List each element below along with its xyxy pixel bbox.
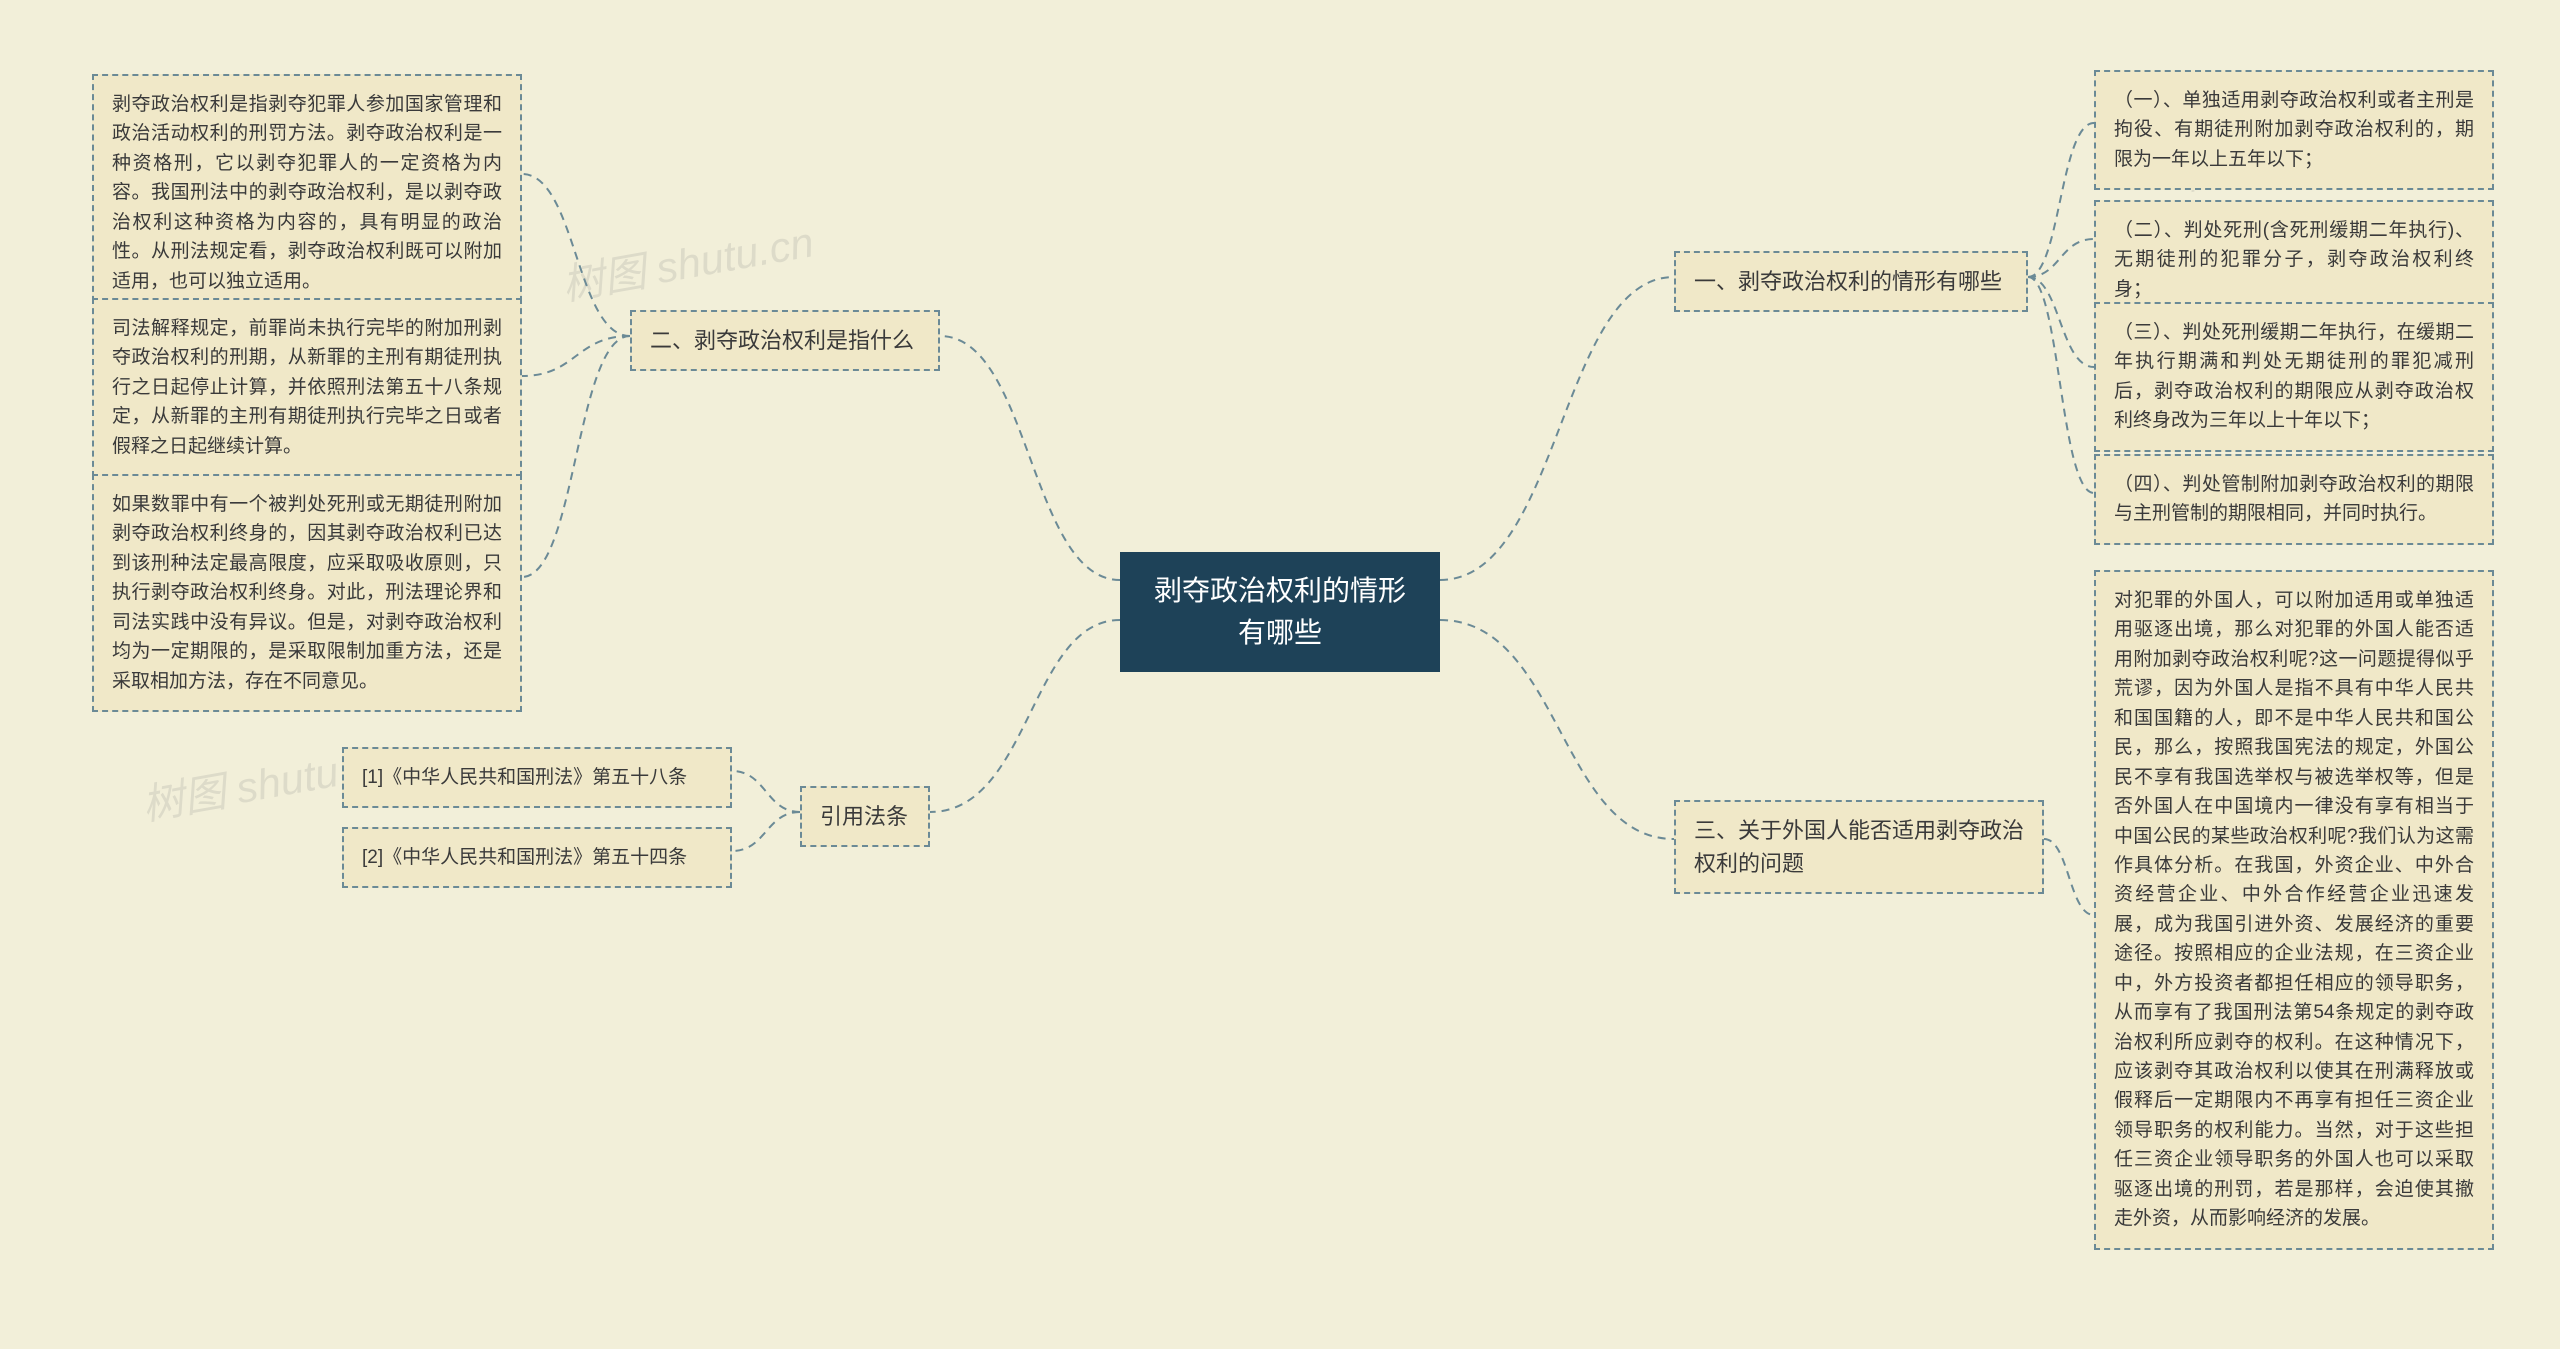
leaf-node: [2]《中华人民共和国刑法》第五十四条 [342, 827, 732, 888]
leaf-text: 如果数罪中有一个被判处死刑或无期徒刑附加剥夺政治权利终身的，因其剥夺政治权利已达… [112, 494, 502, 692]
leaf-text: 司法解释规定，前罪尚未执行完毕的附加刑剥夺政治权利的刑期，从新罪的主刑有期徒刑执… [112, 318, 502, 457]
leaf-text: （一）、单独适用剥夺政治权利或者主刑是拘役、有期徒刑附加剥夺政治权利的，期限为一… [2114, 90, 2474, 170]
branch-label: 引用法条 [820, 804, 908, 829]
leaf-node: （一）、单独适用剥夺政治权利或者主刑是拘役、有期徒刑附加剥夺政治权利的，期限为一… [2094, 70, 2494, 190]
branch-label: 二、剥夺政治权利是指什么 [650, 328, 914, 353]
root-node: 剥夺政治权利的情形有哪些 [1120, 552, 1440, 672]
leaf-node: 司法解释规定，前罪尚未执行完毕的附加刑剥夺政治权利的刑期，从新罪的主刑有期徒刑执… [92, 298, 522, 477]
leaf-text: [1]《中华人民共和国刑法》第五十八条 [362, 767, 687, 788]
branch-label: 三、关于外国人能否适用剥夺政治权利的问题 [1694, 818, 2024, 876]
leaf-node: [1]《中华人民共和国刑法》第五十八条 [342, 747, 732, 808]
leaf-text: （三）、判处死刑缓期二年执行，在缓期二年执行期满和判处无期徒刑的罪犯减刑后，剥夺… [2114, 322, 2474, 431]
leaf-text: （四）、判处管制附加剥夺政治权利的期限与主刑管制的期限相同，并同时执行。 [2114, 474, 2474, 524]
leaf-text: 剥夺政治权利是指剥夺犯罪人参加国家管理和政治活动权利的刑罚方法。剥夺政治权利是一… [112, 94, 502, 292]
leaf-node: （四）、判处管制附加剥夺政治权利的期限与主刑管制的期限相同，并同时执行。 [2094, 454, 2494, 545]
branch-label: 一、剥夺政治权利的情形有哪些 [1694, 269, 2002, 294]
watermark: 树图 shutu.cn [557, 208, 818, 312]
leaf-node: 剥夺政治权利是指剥夺犯罪人参加国家管理和政治活动权利的刑罚方法。剥夺政治权利是一… [92, 74, 522, 312]
leaf-node: （三）、判处死刑缓期二年执行，在缓期二年执行期满和判处无期徒刑的罪犯减刑后，剥夺… [2094, 302, 2494, 452]
root-text: 剥夺政治权利的情形有哪些 [1154, 575, 1406, 648]
leaf-text: [2]《中华人民共和国刑法》第五十四条 [362, 847, 687, 868]
leaf-text: （二）、判处死刑(含死刑缓期二年执行)、无期徒刑的犯罪分子，剥夺政治权利终身； [2114, 220, 2474, 300]
leaf-node: 如果数罪中有一个被判处死刑或无期徒刑附加剥夺政治权利终身的，因其剥夺政治权利已达… [92, 474, 522, 712]
leaf-text: 对犯罪的外国人，可以附加适用或单独适用驱逐出境，那么对犯罪的外国人能否适用附加剥… [2114, 590, 2474, 1229]
branch-references: 引用法条 [800, 786, 930, 847]
leaf-node: 对犯罪的外国人，可以附加适用或单独适用驱逐出境，那么对犯罪的外国人能否适用附加剥… [2094, 570, 2494, 1250]
branch-foreigners: 三、关于外国人能否适用剥夺政治权利的问题 [1674, 800, 2044, 894]
branch-situations: 一、剥夺政治权利的情形有哪些 [1674, 251, 2028, 312]
branch-definition: 二、剥夺政治权利是指什么 [630, 310, 940, 371]
